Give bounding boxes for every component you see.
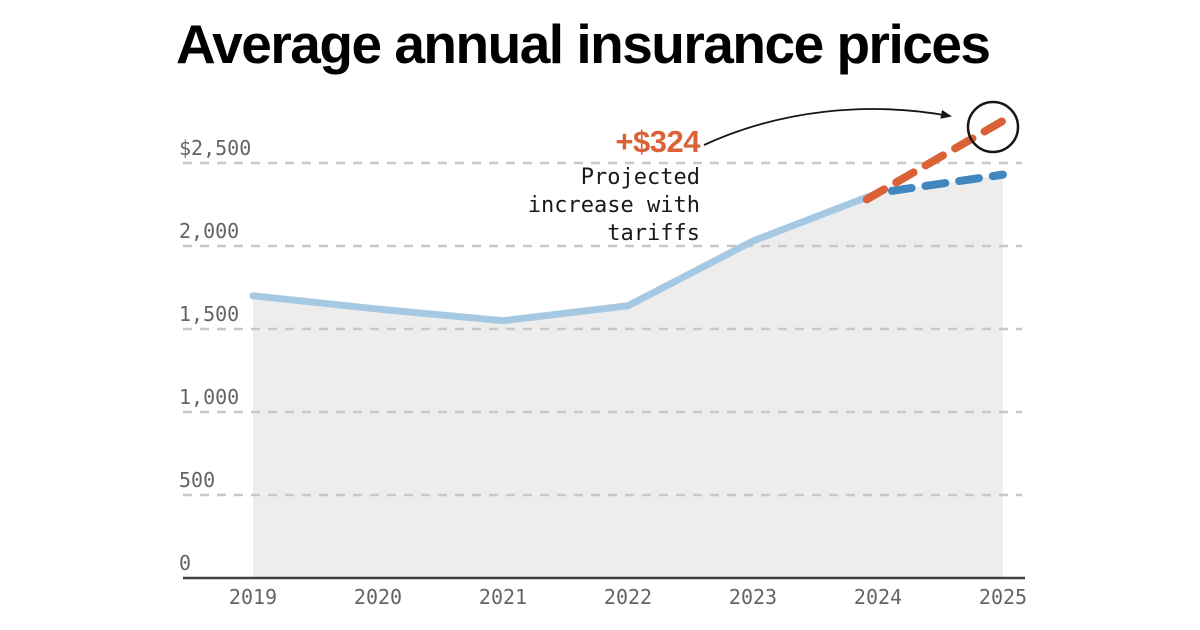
series-layer: [249, 116, 1007, 325]
annotation-delta: +$324: [615, 124, 700, 159]
tariff-projection-line: [862, 116, 1007, 204]
area-fill-layer: [253, 174, 1003, 578]
annotation-description: Projected increase with tariffs: [527, 165, 700, 246]
tariff-annotation: +$324 Projected increase with tariffs: [522, 124, 701, 248]
x-tick-label: 2019: [228, 585, 278, 609]
y-tick-label: 500: [179, 468, 216, 492]
chart-title: Average annual insurance prices: [176, 13, 991, 75]
y-tick-label: 1,500: [179, 302, 240, 326]
y-tick-label: 0: [179, 551, 192, 575]
x-tick-label: 2022: [603, 585, 653, 609]
y-tick-label: 1,000: [179, 385, 240, 409]
annotation-arrow-icon: [703, 108, 952, 146]
x-tick-label: 2023: [728, 585, 778, 609]
area-fill: [253, 174, 1003, 578]
baseline-projection-line: [874, 170, 1007, 197]
highlight-circle-icon: [966, 100, 1020, 154]
y-tick-label: 2,000: [179, 219, 240, 243]
gridline-layer: [183, 161, 1025, 580]
x-tick-label: 2024: [853, 585, 903, 609]
x-tick-label: 2025: [978, 585, 1028, 609]
history-line: [249, 189, 882, 325]
y-tick-label: $2,500: [179, 136, 252, 160]
x-tick-label: 2021: [478, 585, 528, 609]
x-tick-label: 2020: [353, 585, 403, 609]
